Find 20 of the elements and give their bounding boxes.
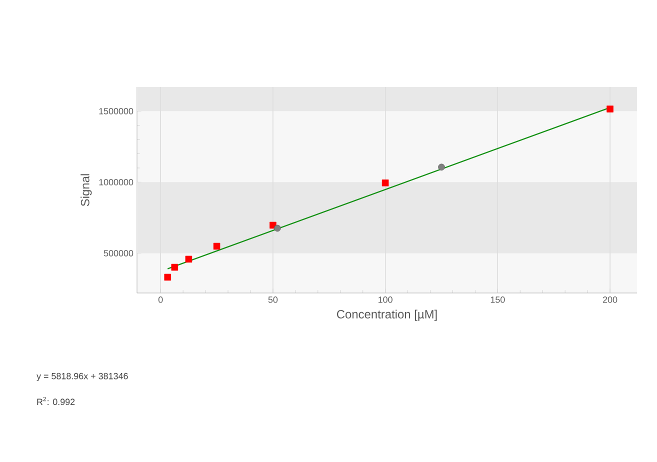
y-tick-label: 1000000 <box>99 179 134 186</box>
x-tick-label: 200 <box>603 296 618 303</box>
point <box>438 164 445 171</box>
point <box>164 274 172 281</box>
x-tick-label: 100 <box>378 296 392 303</box>
point <box>274 224 281 232</box>
point <box>213 242 220 250</box>
text: R$^{2}$: 0.992 <box>37 396 75 406</box>
x-tick-label: 150 <box>490 296 505 303</box>
x-tick-label: 50 <box>268 296 278 303</box>
point <box>382 180 389 186</box>
x-axis-title: Concentration [µM] <box>336 310 437 321</box>
point <box>606 106 614 112</box>
y-tick-label: 1500000 <box>99 108 134 114</box>
y-axis-title: Signal <box>80 174 92 206</box>
point <box>171 264 178 271</box>
text: y = 5818.96x + 381346 <box>36 372 128 382</box>
point <box>185 256 192 263</box>
x-tick-label: 0 <box>158 296 163 303</box>
y-tick-label: 500000 <box>104 250 134 256</box>
